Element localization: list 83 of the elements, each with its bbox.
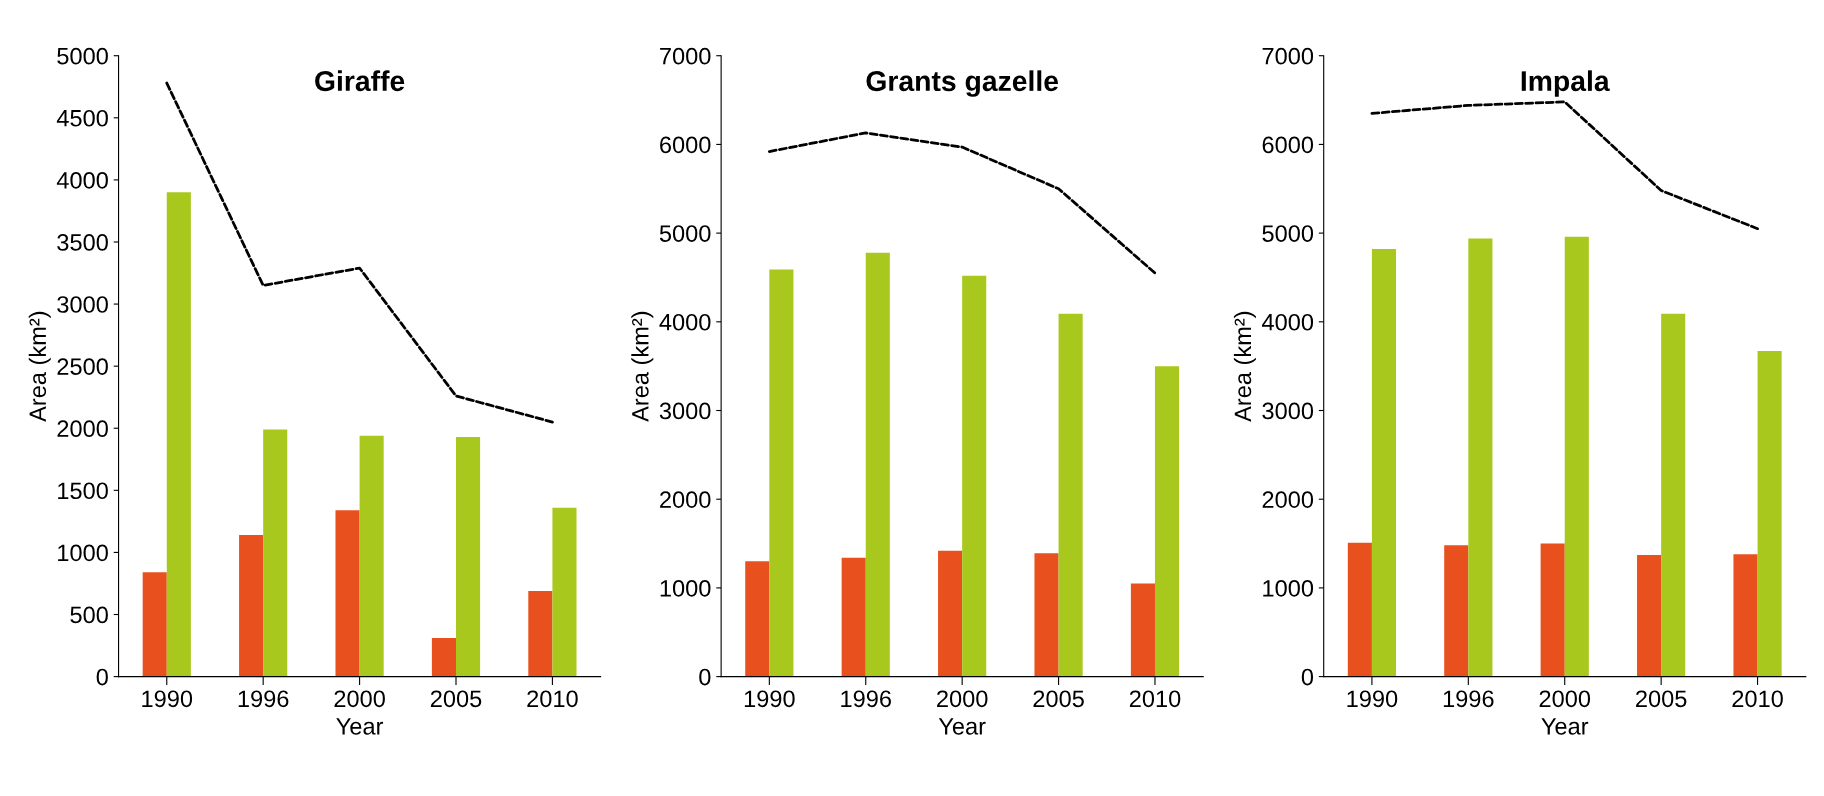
y-axis-title: Area (km²) xyxy=(631,311,654,422)
bar xyxy=(962,275,987,677)
bar xyxy=(528,590,553,677)
bar xyxy=(1540,543,1565,677)
y-tick-label: 4500 xyxy=(56,109,108,127)
bar xyxy=(745,561,770,677)
bar xyxy=(1661,313,1686,677)
x-tick-label: 2005 xyxy=(1636,690,1687,708)
bar xyxy=(841,557,866,677)
bar xyxy=(1034,553,1059,677)
x-tick-label: 1990 xyxy=(744,690,795,708)
x-tick-label: 2010 xyxy=(527,690,578,708)
x-tick-label: 1996 xyxy=(1443,690,1494,708)
x-axis-title: Year xyxy=(336,718,384,735)
bar xyxy=(142,572,167,677)
y-tick-label: 0 xyxy=(96,668,108,686)
bar xyxy=(431,638,456,677)
bar xyxy=(1733,554,1758,677)
bar xyxy=(1444,545,1469,677)
x-tick-label: 2005 xyxy=(1033,690,1084,708)
x-tick-label: 2010 xyxy=(1129,690,1181,708)
bar xyxy=(239,535,264,677)
y-tick-label: 5000 xyxy=(659,225,711,242)
y-tick-label: 0 xyxy=(1301,668,1314,686)
x-tick-label: 1990 xyxy=(1347,690,1398,708)
bar xyxy=(335,510,360,677)
y-tick-label: 5000 xyxy=(1262,225,1314,242)
bar xyxy=(1564,236,1589,677)
bar xyxy=(1154,366,1180,677)
x-tick-label: 1996 xyxy=(238,690,289,708)
y-tick-label: 1000 xyxy=(660,579,711,597)
y-tick-label: 1000 xyxy=(1263,579,1314,597)
y-tick-label: 5000 xyxy=(57,47,108,65)
x-tick-label: 2010 xyxy=(1732,690,1783,708)
y-tick-label: 3000 xyxy=(57,296,108,313)
y-tick-label: 3500 xyxy=(57,234,108,251)
bar xyxy=(1637,555,1662,677)
bar xyxy=(1130,583,1155,677)
bar xyxy=(1058,313,1083,677)
y-tick-label: 500 xyxy=(70,606,108,624)
y-tick-label: 2000 xyxy=(1262,491,1314,508)
x-tick-label: 2000 xyxy=(334,690,385,708)
x-tick-label: 2000 xyxy=(937,690,988,708)
y-tick-label: 4000 xyxy=(659,313,711,331)
y-tick-label: 2500 xyxy=(57,358,108,375)
bar xyxy=(263,429,288,677)
chart-title: Giraffe xyxy=(315,70,405,92)
y-tick-label: 1000 xyxy=(58,544,108,562)
y-tick-label: 1500 xyxy=(58,482,108,500)
y-tick-label: 6000 xyxy=(1262,136,1314,154)
bar xyxy=(865,252,890,677)
bar xyxy=(552,507,577,677)
y-tick-label: 3000 xyxy=(1262,402,1314,420)
bar xyxy=(938,550,963,677)
y-tick-label: 7000 xyxy=(660,47,711,65)
x-axis-title: Year xyxy=(938,718,986,735)
y-tick-label: 4000 xyxy=(56,171,108,189)
bar xyxy=(1371,249,1397,677)
y-tick-label: 2000 xyxy=(57,420,108,438)
y-tick-label: 0 xyxy=(699,668,711,686)
bar xyxy=(1757,351,1782,677)
chart-title: Impala xyxy=(1521,70,1610,97)
x-tick-label: 2000 xyxy=(1539,690,1591,708)
bar xyxy=(1347,542,1372,677)
bar xyxy=(359,435,384,677)
x-tick-label: 1990 xyxy=(142,690,193,708)
x-tick-label: 1996 xyxy=(841,690,891,708)
bar xyxy=(456,436,481,677)
y-tick-label: 2000 xyxy=(660,491,711,508)
bar xyxy=(1468,238,1493,677)
chart-title: Grants gazelle xyxy=(866,70,1059,97)
bar xyxy=(166,192,191,677)
x-tick-label: 2005 xyxy=(430,690,482,708)
line-series xyxy=(767,131,1157,275)
y-tick-label: 7000 xyxy=(1262,47,1314,65)
line-series xyxy=(1370,100,1759,231)
y-tick-label: 6000 xyxy=(660,136,711,154)
bar xyxy=(769,269,794,677)
y-tick-label: 3000 xyxy=(659,402,711,420)
y-axis-title: Area (km²) xyxy=(1233,311,1256,422)
y-axis-title: Area (km²) xyxy=(28,311,51,422)
y-tick-label: 4000 xyxy=(1262,313,1314,331)
x-axis-title: Year xyxy=(1541,718,1589,735)
